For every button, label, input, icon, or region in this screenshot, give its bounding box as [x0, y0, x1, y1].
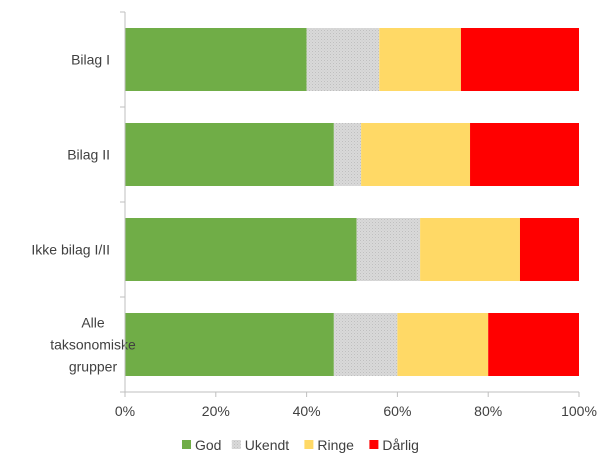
- legend-swatch: [231, 440, 241, 449]
- legend-label: Dårlig: [382, 437, 419, 453]
- bar-segment-d-rlig-2: [519, 218, 579, 281]
- x-tick-label: 20%: [202, 403, 230, 419]
- legend: God Ukendt Ringe Dårlig: [182, 437, 419, 453]
- bar-segment-god-1: [125, 123, 334, 186]
- x-tick-label: 80%: [474, 403, 502, 419]
- bars-group: [125, 28, 579, 376]
- bar-segment-d-rlig-1: [470, 123, 579, 186]
- bar-segment-ukendt-0: [306, 28, 380, 91]
- bar-segment-ukendt-1: [333, 123, 362, 186]
- bar-segment-ringe-2: [420, 218, 520, 281]
- legend-item-ukendt: Ukendt: [231, 437, 289, 453]
- legend-item-ringe: Ringe: [304, 437, 354, 453]
- bar-segment-ringe-1: [361, 123, 471, 186]
- category-label: Bilag II: [67, 147, 110, 163]
- bar-segment-ukendt-2: [356, 218, 421, 281]
- legend-item-d-rlig: Dårlig: [369, 437, 419, 453]
- bar-segment-god-0: [125, 28, 307, 91]
- x-tick-label: 100%: [561, 403, 597, 419]
- bar-segment-ringe-0: [379, 28, 461, 91]
- legend-swatch: [182, 440, 191, 449]
- legend-item-god: God: [182, 437, 221, 453]
- x-tick-label: 60%: [383, 403, 411, 419]
- legend-swatch: [369, 440, 379, 449]
- legend-label: God: [195, 437, 221, 453]
- x-tick-label: 40%: [293, 403, 321, 419]
- category-label: Alle taksonomiske grupper: [50, 315, 136, 375]
- legend-label: Ukendt: [245, 437, 289, 453]
- category-label: Bilag I: [71, 52, 110, 68]
- bar-segment-god-3: [125, 313, 334, 376]
- bar-segment-ringe-3: [397, 313, 489, 376]
- bar-segment-d-rlig-3: [488, 313, 579, 376]
- bar-segment-d-rlig-0: [460, 28, 579, 91]
- legend-label: Ringe: [317, 437, 354, 453]
- category-label: Ikke bilag I/II: [31, 242, 110, 258]
- axis-group: Bilag I Bilag II Ikke bilag I/II Alle takson…: [31, 11, 597, 419]
- legend-swatch: [304, 440, 314, 449]
- x-tick-label: 0%: [115, 403, 135, 419]
- bar-segment-ukendt-3: [333, 313, 398, 376]
- bar-segment-god-2: [125, 218, 357, 281]
